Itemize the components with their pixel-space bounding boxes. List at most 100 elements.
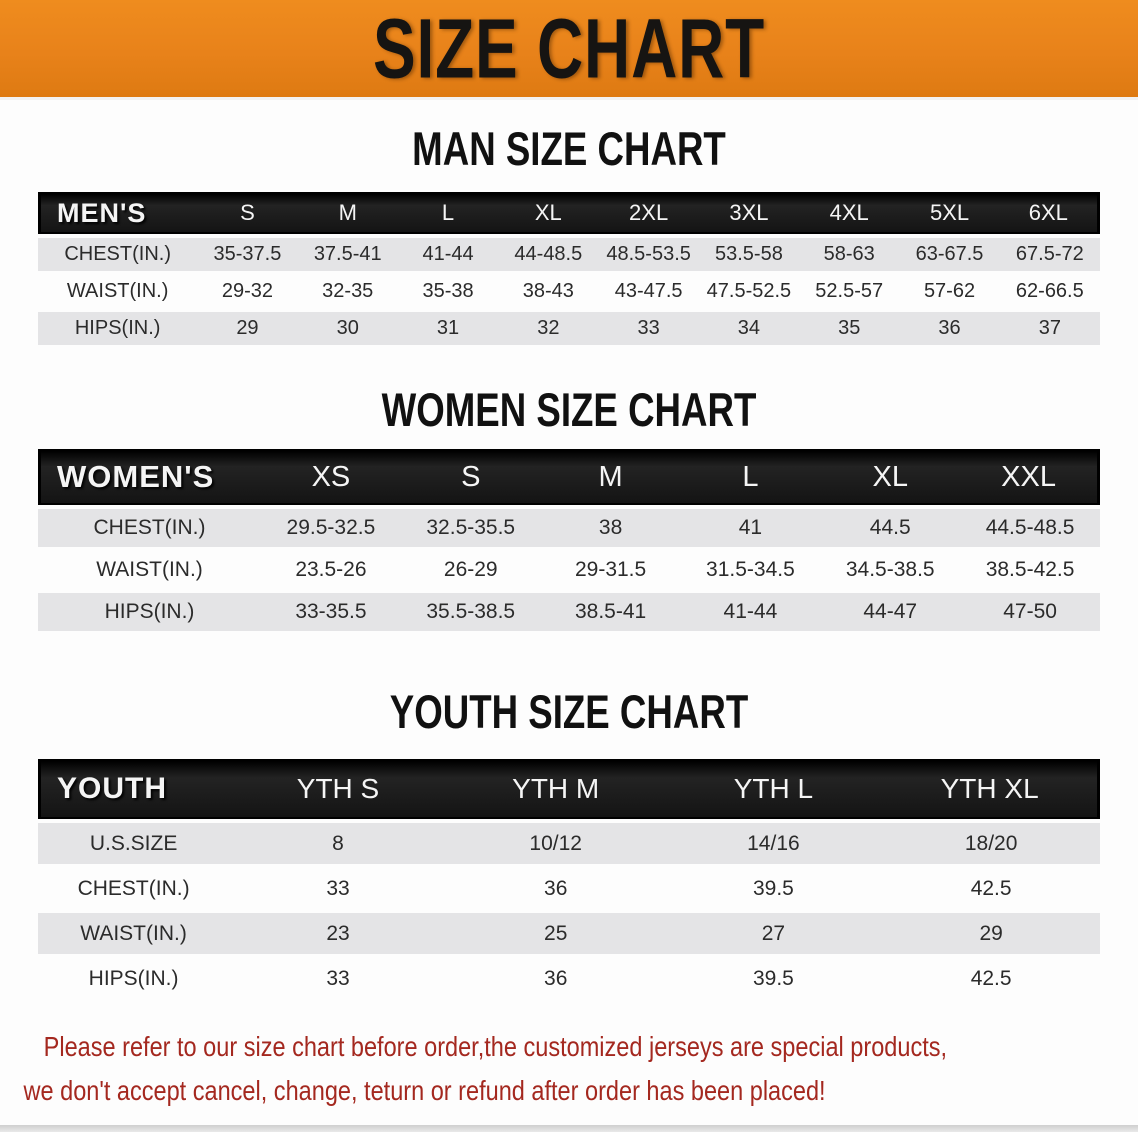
column-header: YTH XL [882,759,1100,819]
size-value-cell: 23.5-26 [261,551,401,589]
table-corner-label: YOUTH [38,759,230,819]
table-row: WAIST(IN.) 23.5-26 26-29 29-31.5 31.5-34… [38,551,1100,589]
size-value-cell: 34 [698,312,800,345]
row-label: CHEST(IN.) [38,238,198,271]
column-header: XS [261,449,401,505]
size-value-cell: 33 [229,958,447,999]
table-corner-label: MEN'S [38,192,198,234]
table-row: U.S.SIZE 8 10/12 14/16 18/20 [38,823,1100,864]
column-header: XL [498,192,599,234]
mens-size-table: MEN'S S M L XL 2XL 3XL 4XL 5XL 6XL CHEST… [38,188,1100,349]
column-header: S [400,449,541,505]
table-corner-label: WOMEN'S [38,449,262,505]
size-value-cell: 14/16 [664,823,883,864]
size-value-cell: 32-35 [297,275,398,308]
size-value-cell: 42.5 [882,868,1100,909]
youth-size-table: YOUTH YTH S YTH M YTH L YTH XL U.S.SIZE … [38,755,1100,1003]
size-value-cell: 44-47 [820,593,961,631]
size-value-cell: 43-47.5 [598,275,699,308]
table-header-row: WOMEN'S XS S M L XL XXL [38,449,1100,505]
size-value-cell: 48.5-53.5 [598,238,699,271]
size-value-cell: 10/12 [446,823,665,864]
column-header: XXL [960,449,1100,505]
column-header: L [397,192,499,234]
row-label: CHEST(IN.) [38,868,230,909]
banner-title: SIZE CHART [373,0,765,96]
size-value-cell: 29-31.5 [540,551,681,589]
size-value-cell: 38-43 [498,275,599,308]
men-section-heading: MAN SIZE CHART [412,122,726,175]
size-value-cell: 35-37.5 [197,238,298,271]
size-value-cell: 31 [397,312,499,345]
size-value-cell: 34.5-38.5 [820,551,961,589]
section-men: MAN SIZE CHART MEN'S S M L XL 2XL 3XL 4X… [0,124,1138,349]
row-label: HIPS(IN.) [38,958,230,999]
size-value-cell: 35.5-38.5 [400,593,541,631]
column-header: S [197,192,298,234]
column-header: 6XL [999,192,1100,234]
table-row: CHEST(IN.) 35-37.5 37.5-41 41-44 44-48.5… [38,238,1100,271]
size-value-cell: 27 [664,913,883,954]
size-value-cell: 57-62 [899,275,1000,308]
disclaimer-line-2: we don't accept cancel, change, teturn o… [23,1075,826,1106]
disclaimer: Please refer to our size chart before or… [0,1025,1138,1113]
column-header: 2XL [598,192,699,234]
size-value-cell: 31.5-34.5 [680,551,821,589]
size-value-cell: 44.5 [820,509,961,547]
size-value-cell: 58-63 [799,238,900,271]
column-header: M [540,449,681,505]
size-value-cell: 39.5 [664,958,883,999]
size-value-cell: 47.5-52.5 [698,275,800,308]
banner: SIZE CHART [0,0,1138,100]
column-header: M [297,192,398,234]
size-value-cell: 29.5-32.5 [261,509,401,547]
table-header-row: MEN'S S M L XL 2XL 3XL 4XL 5XL 6XL [38,192,1100,234]
size-value-cell: 38.5-41 [540,593,681,631]
size-value-cell: 33-35.5 [261,593,401,631]
table-row: WAIST(IN.) 29-32 32-35 35-38 38-43 43-47… [38,275,1100,308]
column-header: YTH S [229,759,447,819]
size-value-cell: 53.5-58 [698,238,800,271]
size-value-cell: 63-67.5 [899,238,1000,271]
women-section-heading: WOMEN SIZE CHART [381,383,757,436]
size-value-cell: 35-38 [397,275,499,308]
column-header: XL [820,449,961,505]
table-row: HIPS(IN.) 29 30 31 32 33 34 35 36 37 [38,312,1100,345]
size-value-cell: 67.5-72 [999,238,1100,271]
table-row: HIPS(IN.) 33-35.5 35.5-38.5 38.5-41 41-4… [38,593,1100,631]
section-youth: YOUTH SIZE CHART YOUTH YTH S YTH M YTH L… [0,687,1138,1003]
row-label: WAIST(IN.) [38,551,262,589]
row-label: U.S.SIZE [38,823,230,864]
column-header: YTH L [664,759,883,819]
size-value-cell: 39.5 [664,868,883,909]
size-value-cell: 29 [197,312,298,345]
size-value-cell: 37.5-41 [297,238,398,271]
size-value-cell: 36 [899,312,1000,345]
size-value-cell: 30 [297,312,398,345]
size-value-cell: 36 [446,958,665,999]
size-value-cell: 62-66.5 [999,275,1100,308]
size-value-cell: 41-44 [397,238,499,271]
row-label: HIPS(IN.) [38,593,262,631]
row-label: WAIST(IN.) [38,913,230,954]
size-value-cell: 32.5-35.5 [400,509,541,547]
size-value-cell: 47-50 [960,593,1100,631]
size-value-cell: 32 [498,312,599,345]
size-value-cell: 38.5-42.5 [960,551,1100,589]
size-value-cell: 29 [882,913,1100,954]
size-value-cell: 44-48.5 [498,238,599,271]
table-header-row: YOUTH YTH S YTH M YTH L YTH XL [38,759,1100,819]
size-value-cell: 25 [446,913,665,954]
size-value-cell: 33 [229,868,447,909]
size-value-cell: 36 [446,868,665,909]
size-value-cell: 26-29 [400,551,541,589]
size-value-cell: 41 [680,509,821,547]
size-value-cell: 37 [999,312,1100,345]
column-header: 4XL [799,192,900,234]
womens-size-table: WOMEN'S XS S M L XL XXL CHEST(IN.) 29.5-… [38,445,1100,635]
table-row: HIPS(IN.) 33 36 39.5 42.5 [38,958,1100,999]
size-value-cell: 42.5 [882,958,1100,999]
column-header: 3XL [698,192,800,234]
table-row: WAIST(IN.) 23 25 27 29 [38,913,1100,954]
size-value-cell: 29-32 [197,275,298,308]
